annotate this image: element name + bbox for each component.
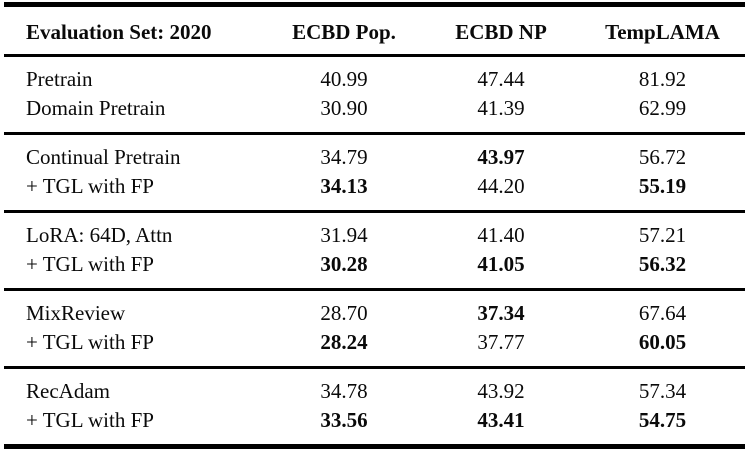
value-cell: 43.41 bbox=[477, 408, 525, 432]
value-cell: 34.78 bbox=[320, 379, 368, 403]
value-cell: 44.20 bbox=[477, 174, 525, 198]
value-cell: 34.13 bbox=[320, 174, 368, 198]
value-cell: 67.64 bbox=[638, 301, 687, 325]
table-row: + TGL with FP 28.24 37.77 60.05 bbox=[4, 328, 745, 368]
table-row: Domain Pretrain 30.90 41.39 62.99 bbox=[4, 94, 745, 134]
group-lora: LoRA: 64D, Attn 31.94 41.40 57.21 + TGL … bbox=[4, 211, 745, 290]
table-row: Pretrain 40.99 47.44 81.92 bbox=[4, 56, 745, 95]
value-cell: 60.05 bbox=[638, 330, 687, 354]
header-evaluation-set: Evaluation Set: 2020 bbox=[26, 20, 212, 44]
row-label: MixReview bbox=[26, 301, 126, 325]
value-cell: 56.72 bbox=[638, 145, 687, 169]
value-cell: 57.34 bbox=[638, 379, 687, 403]
value-cell: 55.19 bbox=[638, 174, 687, 198]
row-label: + TGL with FP bbox=[26, 408, 154, 432]
row-label: Continual Pretrain bbox=[26, 145, 181, 169]
value-cell: 37.77 bbox=[477, 330, 525, 354]
value-cell: 30.90 bbox=[320, 96, 368, 120]
value-cell: 56.32 bbox=[638, 252, 687, 276]
table-row: + TGL with FP 34.13 44.20 55.19 bbox=[4, 172, 745, 212]
row-label: LoRA: 64D, Attn bbox=[26, 223, 173, 247]
header-ecbd-np: ECBD NP bbox=[455, 20, 547, 44]
row-label: + TGL with FP bbox=[26, 174, 154, 198]
row-label: RecAdam bbox=[26, 379, 110, 403]
value-cell: 31.94 bbox=[320, 223, 368, 247]
table-row: Continual Pretrain 34.79 43.97 56.72 bbox=[4, 134, 745, 173]
value-cell: 41.40 bbox=[477, 223, 525, 247]
table-row: LoRA: 64D, Attn 31.94 41.40 57.21 bbox=[4, 212, 745, 251]
table-row: + TGL with FP 30.28 41.05 56.32 bbox=[4, 250, 745, 290]
value-cell: 37.34 bbox=[477, 301, 525, 325]
value-cell: 40.99 bbox=[320, 67, 368, 91]
value-cell: 28.24 bbox=[320, 330, 368, 354]
value-cell: 47.44 bbox=[477, 67, 525, 91]
value-cell: 43.97 bbox=[477, 145, 525, 169]
table-header: Evaluation Set: 2020 ECBD Pop. ECBD NP T… bbox=[4, 5, 745, 56]
header-ecbd-pop: ECBD Pop. bbox=[292, 20, 396, 44]
value-cell: 54.75 bbox=[638, 408, 687, 432]
row-label: + TGL with FP bbox=[26, 252, 154, 276]
row-label: Domain Pretrain bbox=[26, 96, 166, 120]
value-cell: 41.39 bbox=[477, 96, 525, 120]
table-row: + TGL with FP 33.56 43.41 54.75 bbox=[4, 406, 745, 447]
value-cell: 34.79 bbox=[320, 145, 368, 169]
value-cell: 81.92 bbox=[638, 67, 687, 91]
row-label: Pretrain bbox=[26, 67, 93, 91]
table-row: RecAdam 34.78 43.92 57.34 bbox=[4, 368, 745, 407]
evaluation-results-table: Evaluation Set: 2020 ECBD Pop. ECBD NP T… bbox=[4, 2, 745, 449]
paper-table-page: Evaluation Set: 2020 ECBD Pop. ECBD NP T… bbox=[4, 2, 745, 449]
header-templama: TempLAMA bbox=[605, 20, 720, 44]
value-cell: 43.92 bbox=[477, 379, 525, 403]
group-continual-pretrain: Continual Pretrain 34.79 43.97 56.72 + T… bbox=[4, 133, 745, 212]
value-cell: 57.21 bbox=[638, 223, 687, 247]
row-label: + TGL with FP bbox=[26, 330, 154, 354]
header-row: Evaluation Set: 2020 ECBD Pop. ECBD NP T… bbox=[4, 5, 745, 56]
value-cell: 30.28 bbox=[320, 252, 368, 276]
group-mixreview: MixReview 28.70 37.34 67.64 + TGL with F… bbox=[4, 289, 745, 368]
value-cell: 41.05 bbox=[477, 252, 525, 276]
group-pretrain: Pretrain 40.99 47.44 81.92 Domain Pretra… bbox=[4, 56, 745, 134]
value-cell: 28.70 bbox=[320, 301, 368, 325]
group-recadam: RecAdam 34.78 43.92 57.34 + TGL with FP … bbox=[4, 367, 745, 447]
table-row: MixReview 28.70 37.34 67.64 bbox=[4, 290, 745, 329]
value-cell: 62.99 bbox=[638, 96, 687, 120]
value-cell: 33.56 bbox=[320, 408, 368, 432]
